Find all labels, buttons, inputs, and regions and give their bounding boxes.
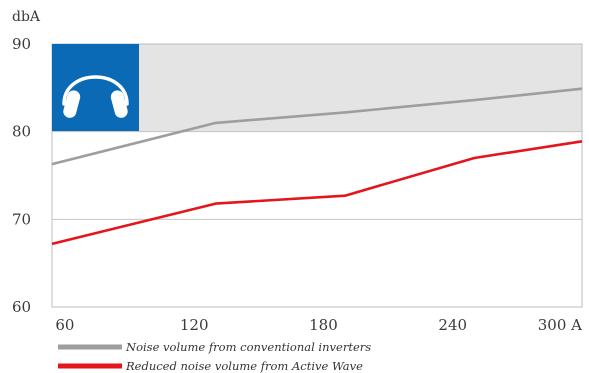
headphones-icon (52, 44, 139, 131)
y-tick-label-80: 80 (12, 123, 31, 141)
x-tick-label-300: 300 A (538, 316, 582, 334)
plot-frame (51, 43, 583, 308)
legend-label-active-wave: Reduced noise volume from Active Wave (125, 359, 363, 373)
y-axis-unit: dbA (12, 9, 41, 25)
x-tick-label-60: 60 (55, 316, 74, 334)
x-tick-label-240: 240 (438, 316, 467, 334)
y-axis-ticks: 60 70 80 90 (12, 35, 31, 316)
y-tick-label-90: 90 (12, 35, 31, 53)
x-tick-label-120: 120 (180, 316, 209, 334)
legend-label-conventional: Noise volume from conventional inverters (125, 340, 371, 354)
x-tick-label-180: 180 (309, 316, 338, 334)
series-line-active-wave (51, 140, 583, 246)
series-line-conventional (51, 87, 583, 166)
legend: Noise volume from conventional inverters… (58, 340, 371, 373)
y-tick-label-70: 70 (12, 210, 31, 228)
grid (52, 131, 582, 220)
series-layer (51, 87, 583, 246)
y-tick-label-60: 60 (12, 298, 31, 316)
shaded-band (52, 44, 582, 132)
x-axis-ticks: 60 120 180 240 300 A (55, 316, 582, 334)
